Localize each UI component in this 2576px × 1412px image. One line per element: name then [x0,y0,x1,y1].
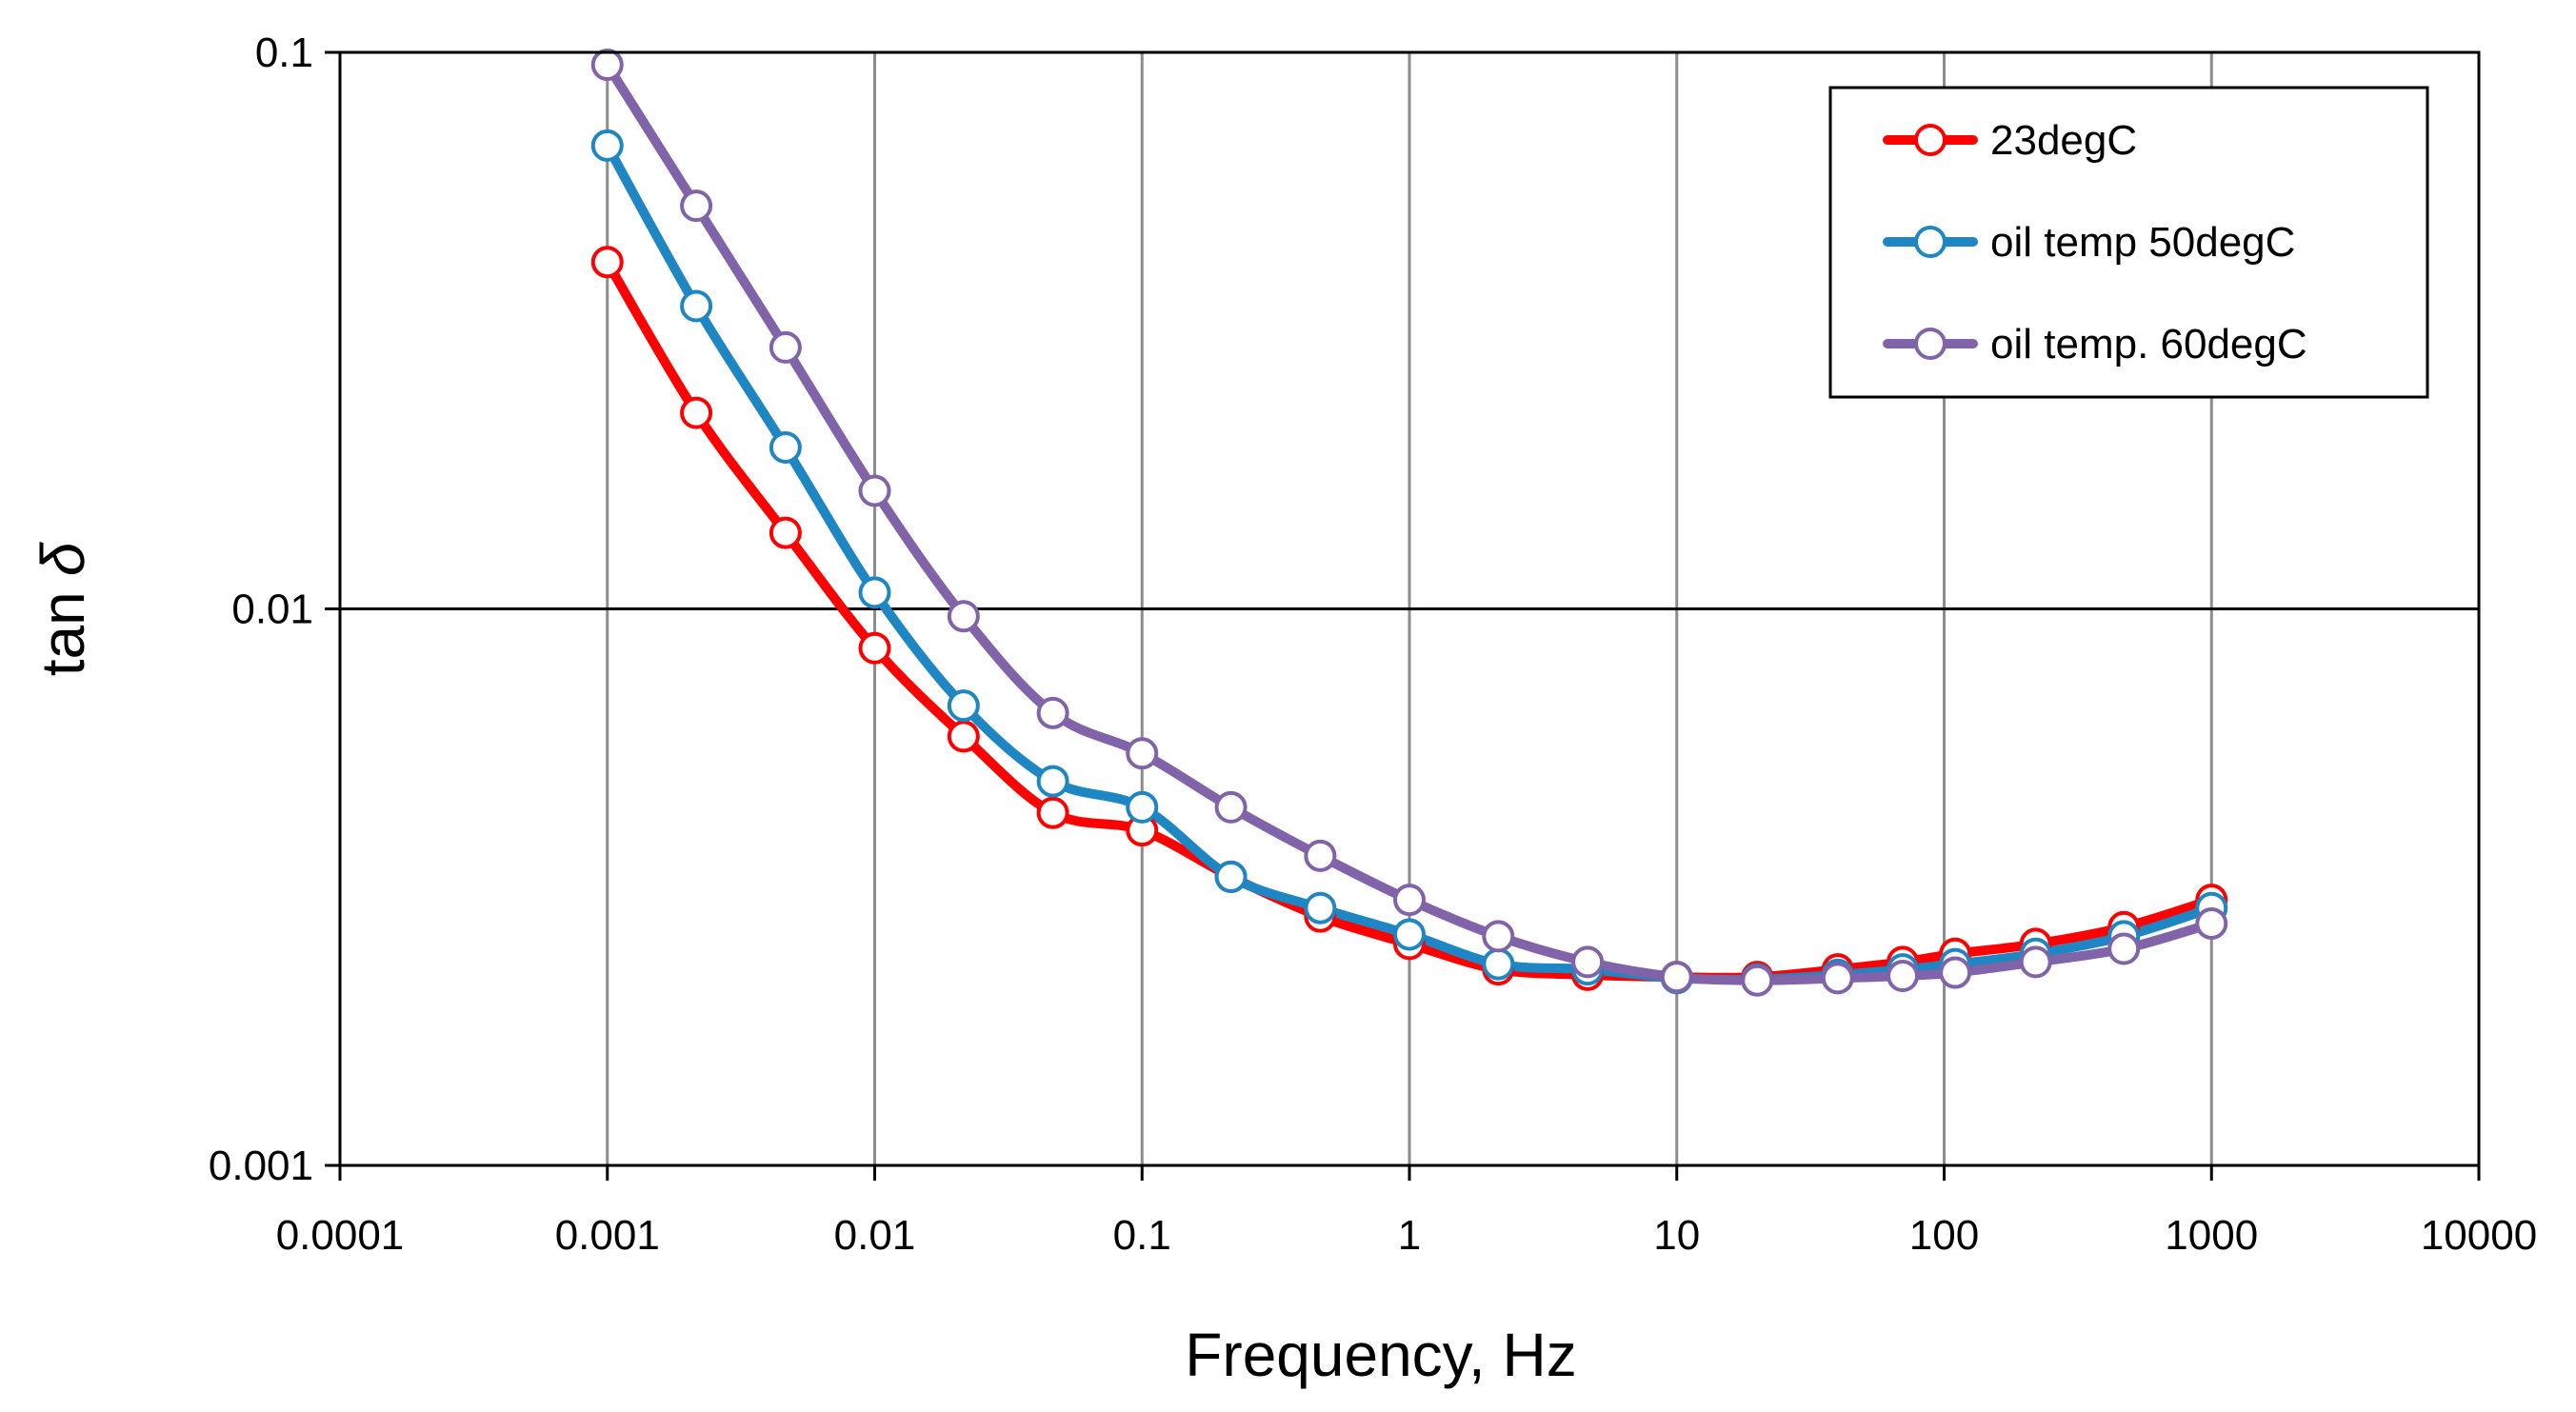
series-line-3 [602,60,2217,985]
data-point-series-1 [769,516,802,549]
data-point-series-3 [1393,884,1426,917]
data-point-series-3 [1741,964,1774,997]
series-markers [590,49,2228,997]
legend-marker-3 [1914,328,1947,360]
data-point-series-3 [1126,737,1159,770]
legend-label-2: oil temp 50degC [1990,219,2295,266]
x-tick-label: 0.0001 [276,1212,405,1259]
y-axis-title-prefix: tan [29,591,97,676]
legend: 23degC oil temp 50degC oil temp. 60degC [1828,86,2429,399]
data-point-series-2 [769,430,802,464]
series-line-1 [602,257,2217,983]
data-point-series-3 [947,600,980,633]
data-point-series-3 [680,189,713,223]
x-tick-label: 1 [1398,1212,1421,1259]
legend-label-3: oil temp. 60degC [1990,321,2307,368]
y-axis-title-symbol: δ [29,541,97,576]
legend-marker-1 [1914,124,1947,156]
data-point-series-3 [1214,790,1248,824]
data-point-series-3 [1821,962,1854,995]
y-tick-label: 0.001 [209,1143,313,1189]
data-point-series-3 [1036,696,1069,729]
data-point-series-3 [1304,839,1337,872]
y-tick-label: 0.01 [231,587,313,633]
x-tick-label: 0.001 [555,1212,660,1259]
x-tick-label: 100 [1909,1212,1979,1259]
axes: 0.0001 0.001 0.01 0.1 1 10 100 1000 10000 0.001 0.… [209,30,2537,1259]
data-point-series-3 [2195,906,2228,940]
data-point-series-3 [858,474,891,507]
data-point-series-3 [1482,920,1515,953]
x-tick-label: 1000 [2165,1212,2258,1259]
y-tick-label: 0.1 [255,30,313,76]
data-point-series-3 [2019,945,2052,979]
data-point-series-3 [769,330,802,364]
series-lines [602,60,2217,985]
data-point-series-2 [1214,860,1248,893]
data-point-series-1 [858,631,891,665]
data-point-series-3 [2107,932,2141,965]
data-point-series-3 [590,49,624,82]
data-point-series-2 [947,689,980,723]
legend-marker-2 [1914,226,1947,258]
data-point-series-2 [680,289,713,323]
series-line-2 [602,140,2217,984]
data-point-series-1 [947,720,980,753]
data-point-series-2 [1393,918,1426,951]
x-tick-label: 10 [1653,1212,1700,1259]
data-point-series-3 [1660,961,1693,994]
x-axis-title: Frequency, Hz [1185,1321,1576,1389]
data-point-series-3 [1571,945,1605,979]
x-tick-label: 0.1 [1113,1212,1171,1259]
data-point-series-2 [1482,947,1515,981]
data-point-series-2 [858,576,891,609]
data-point-series-3 [1887,960,1920,993]
y-axis-title: tan δ [29,541,97,676]
legend-label-1: 23degC [1990,117,2137,164]
data-point-series-1 [590,246,624,279]
data-point-series-2 [1304,891,1337,925]
data-point-series-2 [590,129,624,162]
x-tick-label: 10000 [2421,1212,2537,1259]
data-point-series-2 [1126,790,1159,824]
data-point-series-2 [1036,765,1069,798]
data-point-series-1 [1036,796,1069,829]
data-point-series-3 [1939,956,1972,989]
x-tick-label: 0.01 [834,1212,916,1259]
gridlines [340,52,2479,1165]
data-point-series-1 [680,396,713,429]
